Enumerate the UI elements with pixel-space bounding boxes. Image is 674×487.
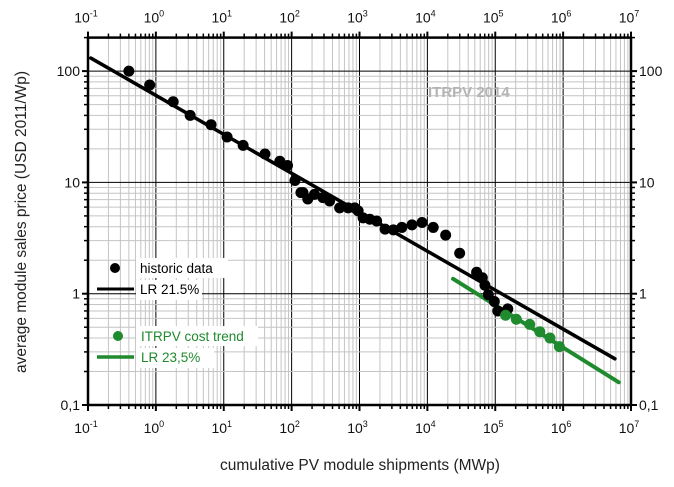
x-tick-label-top: 106 <box>551 9 572 26</box>
data-point-historic <box>308 188 320 200</box>
x-tick-label-top: 107 <box>619 9 640 26</box>
x-tick-label: 100 <box>144 419 165 436</box>
data-point-historic <box>144 79 156 91</box>
y-tick-label-right: 10 <box>639 174 655 190</box>
legend-label-lr-green: LR 23,5% <box>141 350 200 365</box>
data-point-historic <box>334 202 346 214</box>
data-point-historic <box>379 223 391 235</box>
y-tick-label: 1 <box>72 286 80 302</box>
data-point-itrpv <box>500 309 512 321</box>
x-tick-label: 103 <box>347 419 368 436</box>
x-tick-label-top: 100 <box>144 9 165 26</box>
x-tick-label: 107 <box>619 419 640 436</box>
legend: historic data LR 21.5% ITRPV cost trend … <box>97 258 258 368</box>
data-point-itrpv <box>534 326 546 338</box>
legend-label-itrpv: ITRPV cost trend <box>141 329 244 344</box>
y-tick-label-right: 0,1 <box>639 397 659 413</box>
data-marks <box>89 56 621 385</box>
y-tick-label-right: 1 <box>639 286 647 302</box>
y-tick-label: 0,1 <box>61 397 81 413</box>
data-point-historic <box>289 175 301 187</box>
watermark: ITRPV 2014 <box>428 84 510 101</box>
data-point-itrpv <box>544 332 556 344</box>
data-point-historic <box>396 221 408 233</box>
data-point-itrpv <box>510 313 522 325</box>
x-axis-label: cumulative PV module shipments (MWp) <box>220 457 500 474</box>
data-point-historic <box>387 224 399 236</box>
x-tick-label-top: 105 <box>483 9 504 26</box>
x-tick-label-top: 101 <box>211 9 232 26</box>
data-point-historic <box>488 296 500 308</box>
x-tick-label: 104 <box>415 419 436 436</box>
y-axis-label: average module sales price (USD 2011/Wp) <box>13 71 30 373</box>
data-point-historic <box>371 215 383 227</box>
data-point-historic <box>479 279 491 291</box>
plot-frame <box>86 36 633 407</box>
legend-bg <box>136 326 258 346</box>
grid <box>87 37 632 406</box>
x-tick-label: 101 <box>211 419 232 436</box>
y-tick-label: 100 <box>57 63 81 79</box>
data-point-historic <box>416 217 428 229</box>
legend-bg <box>136 348 214 368</box>
x-tick-label-top: 104 <box>415 9 436 26</box>
y-tick-label-right: 100 <box>639 63 663 79</box>
legend-label-lr-black: LR 21.5% <box>140 282 199 297</box>
legend-marker-historic <box>110 263 120 273</box>
data-point-historic <box>221 131 233 143</box>
x-tick-label-top: 103 <box>347 9 368 26</box>
x-tick-label-top: 102 <box>279 9 300 26</box>
legend-label-historic: historic data <box>140 261 213 276</box>
data-point-historic <box>167 96 179 108</box>
data-point-historic <box>237 139 249 151</box>
data-point-historic <box>324 195 336 207</box>
data-point-itrpv <box>524 318 536 330</box>
data-point-historic <box>184 109 196 121</box>
x-tick-label: 102 <box>279 419 300 436</box>
data-point-historic <box>205 119 217 131</box>
y-tick-label: 10 <box>64 174 80 190</box>
x-tick-label: 105 <box>483 419 504 436</box>
legend-bg <box>136 280 202 300</box>
data-point-historic <box>282 159 294 171</box>
data-point-historic <box>454 247 466 259</box>
data-point-historic <box>259 148 271 160</box>
x-tick-label: 106 <box>551 419 572 436</box>
x-tick-label: 10-1 <box>74 419 98 436</box>
x-tick-label-top: 10-1 <box>74 9 98 26</box>
data-point-historic <box>406 219 418 231</box>
legend-marker-itrpv <box>113 331 123 341</box>
data-point-historic <box>123 65 135 77</box>
data-point-itrpv <box>553 341 565 353</box>
data-point-historic <box>427 221 439 233</box>
legend-bg <box>136 258 228 278</box>
data-point-historic <box>440 229 452 241</box>
